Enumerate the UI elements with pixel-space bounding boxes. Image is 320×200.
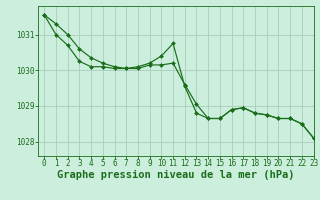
- X-axis label: Graphe pression niveau de la mer (hPa): Graphe pression niveau de la mer (hPa): [57, 170, 295, 180]
